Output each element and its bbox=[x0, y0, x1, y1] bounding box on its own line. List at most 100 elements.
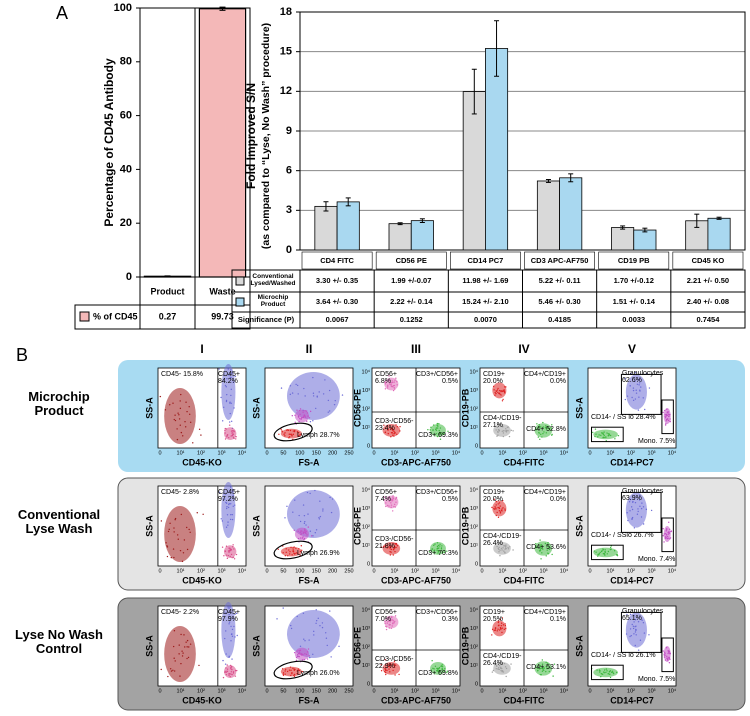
cell-event bbox=[539, 673, 542, 676]
cell-event bbox=[231, 546, 234, 548]
cell-event bbox=[224, 493, 227, 495]
cell-event bbox=[291, 672, 293, 674]
cell-event bbox=[389, 671, 391, 673]
cell-event bbox=[230, 402, 232, 405]
cell-event bbox=[503, 550, 505, 552]
x-tick-label: 200 bbox=[328, 688, 337, 694]
cell-event bbox=[496, 426, 499, 429]
cell-event bbox=[289, 666, 292, 668]
cell-event bbox=[633, 633, 635, 635]
category-label: CD3 APC-AF750 bbox=[530, 255, 589, 265]
cell-cloud bbox=[221, 602, 236, 658]
cell-event bbox=[644, 408, 646, 411]
cell-event bbox=[430, 669, 432, 671]
cell-event bbox=[393, 381, 395, 383]
cell-event bbox=[298, 652, 300, 655]
cell-event bbox=[385, 628, 388, 631]
cell-event bbox=[228, 673, 230, 675]
cell-event bbox=[638, 384, 640, 386]
cell-event bbox=[232, 491, 234, 493]
gate bbox=[591, 426, 624, 443]
x-axis-label: CD3-APC-AF750 bbox=[381, 457, 451, 467]
cell-event bbox=[542, 548, 544, 550]
cell-event bbox=[663, 533, 665, 535]
cell-event bbox=[281, 430, 283, 432]
cell-event bbox=[551, 424, 553, 426]
cell-event bbox=[391, 498, 393, 500]
cell-event bbox=[388, 505, 390, 507]
y-axis-label: Percentage of CD45 Antibody bbox=[102, 58, 116, 227]
cell-event bbox=[633, 527, 636, 529]
cell-event bbox=[384, 671, 387, 674]
cell-event bbox=[231, 658, 233, 660]
gate bbox=[273, 660, 313, 680]
cell-event bbox=[509, 546, 511, 548]
cell-event bbox=[439, 438, 442, 440]
cell-event bbox=[182, 652, 184, 654]
cell-event bbox=[542, 432, 544, 435]
cell-cloud bbox=[164, 506, 196, 562]
cell-event bbox=[507, 548, 510, 550]
cell-event bbox=[498, 423, 501, 425]
cell-event bbox=[391, 428, 393, 431]
cell-event bbox=[222, 676, 225, 679]
cell-event bbox=[501, 631, 503, 634]
gate-label-box: Granulocytes 62.6% bbox=[622, 370, 663, 384]
cell-event bbox=[495, 390, 497, 392]
cell-event bbox=[225, 428, 227, 430]
cell-event bbox=[230, 503, 232, 505]
cell-event bbox=[289, 429, 292, 432]
y-tick-label: 10¹ bbox=[470, 425, 478, 431]
cell-event bbox=[228, 607, 230, 609]
cell-event bbox=[300, 654, 303, 656]
cell-event bbox=[495, 514, 497, 517]
y-tick-label: 100 bbox=[114, 2, 132, 14]
cell-event bbox=[292, 433, 295, 436]
cell-event bbox=[542, 426, 545, 428]
x-tick-label: 0 bbox=[158, 450, 161, 456]
row-label-box: Lyse No Wash Control bbox=[15, 628, 103, 655]
gate-label-box: CD56+ 6.8% bbox=[375, 371, 397, 385]
cell-event bbox=[228, 621, 231, 623]
cell-event bbox=[545, 427, 548, 430]
cell-event bbox=[667, 649, 669, 652]
cell-event bbox=[225, 545, 228, 547]
error-bar bbox=[219, 6, 226, 11]
cell-event bbox=[178, 418, 181, 420]
x-axis-label: CD14-PC7 bbox=[610, 695, 654, 705]
y-tick-label: 80 bbox=[120, 56, 132, 68]
cell-event bbox=[227, 554, 230, 557]
gate bbox=[620, 373, 662, 415]
x-tick-label: 10⁴ bbox=[238, 687, 247, 694]
cell-event bbox=[169, 404, 171, 406]
cell-event bbox=[544, 542, 547, 545]
legend-label: Conventional Lysed/Washed bbox=[250, 273, 296, 287]
x-tick-label: 10² bbox=[197, 450, 205, 456]
cell-event bbox=[443, 670, 446, 673]
x-axis-label: CD3-APC-AF750 bbox=[381, 695, 451, 705]
x-tick-label: 0 bbox=[480, 688, 483, 694]
cell-event bbox=[228, 551, 230, 553]
cell-event bbox=[390, 502, 392, 504]
cell-event bbox=[318, 391, 320, 393]
cell-event bbox=[231, 556, 233, 559]
gate-label: CD3+/CD56+ 0.5% bbox=[416, 489, 458, 504]
cell-event bbox=[636, 383, 639, 386]
x-tick-label: 10⁴ bbox=[560, 449, 569, 456]
cell-event bbox=[503, 662, 506, 665]
cell-event bbox=[626, 512, 628, 514]
cell-event bbox=[235, 612, 238, 615]
cell-event bbox=[625, 633, 628, 635]
cell-event bbox=[297, 668, 300, 670]
cell-event bbox=[292, 430, 294, 432]
cell-event bbox=[383, 499, 385, 501]
cell-event bbox=[670, 530, 672, 533]
cell-event bbox=[298, 655, 300, 658]
cell-event bbox=[393, 546, 396, 548]
cell-event bbox=[383, 496, 386, 498]
cell-event bbox=[307, 513, 309, 515]
cell-event bbox=[607, 673, 610, 675]
cell-event bbox=[299, 550, 302, 553]
gate-label: CD45+ 84.2% bbox=[218, 371, 240, 386]
cell-event bbox=[390, 545, 392, 548]
